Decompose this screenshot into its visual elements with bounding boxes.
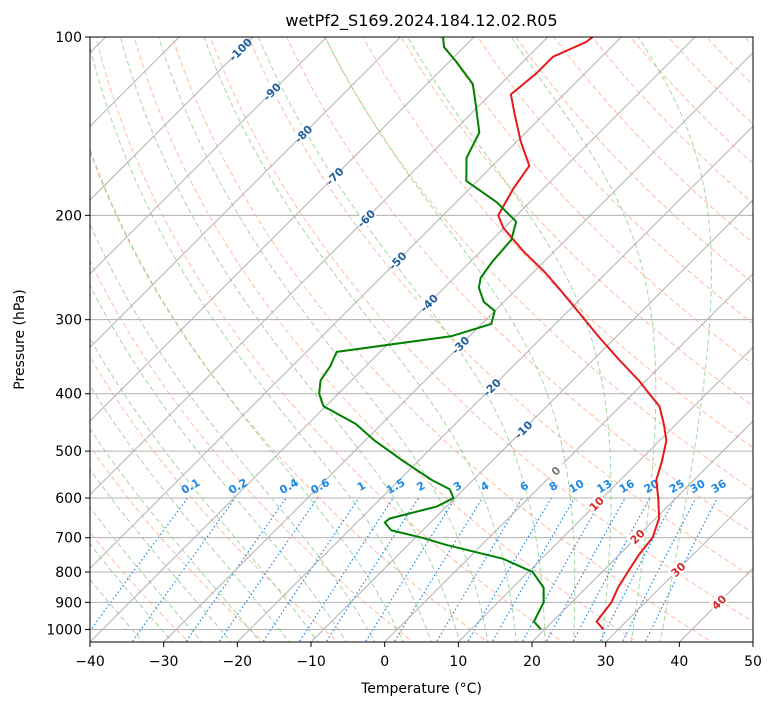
x-tick-label: −40 xyxy=(75,654,105,670)
moist-adiabat-line xyxy=(90,147,404,642)
isotherm-label-bg xyxy=(291,122,314,145)
dry-adiabat-line xyxy=(248,37,753,578)
isotherm-label-bg xyxy=(666,558,689,581)
isotherm-label-bg xyxy=(585,492,608,515)
y-tick-label: 300 xyxy=(55,313,82,329)
isotherm-line xyxy=(90,37,181,128)
dewpoint-trace xyxy=(318,37,545,631)
moist-adiabat-line xyxy=(90,384,290,642)
isotherm-line xyxy=(90,37,696,642)
isotherm-label-bg xyxy=(323,164,346,187)
mixing-ratio-line xyxy=(435,497,523,642)
sounding-traces xyxy=(318,37,668,631)
x-tick-label: 20 xyxy=(523,654,541,670)
x-tick-label: 50 xyxy=(744,654,762,670)
mixing-ratio-lines xyxy=(90,497,718,642)
isotherm-label-bg xyxy=(260,80,283,103)
dry-adiabat-line xyxy=(90,150,489,642)
mixing-ratio-line xyxy=(521,497,603,642)
chart-title: wetPf2_S169.2024.184.12.02.R05 xyxy=(285,11,557,31)
isotherm-line xyxy=(604,493,753,642)
x-tick-label: −10 xyxy=(296,654,326,670)
mixing-ratio-line xyxy=(131,497,236,642)
x-axis: −40 −30 −20 −10 0 10 20 30 40 50 xyxy=(75,642,762,670)
mixing-ratio-line xyxy=(364,497,456,642)
mixing-ratio-line xyxy=(644,497,718,642)
isotherm-line xyxy=(90,37,475,422)
isotherm-line xyxy=(90,37,549,496)
moist-adiabat-line xyxy=(90,468,232,642)
dry-adiabat-line xyxy=(362,37,753,449)
isotherm-label-bg xyxy=(544,459,567,482)
moist-adiabat-line xyxy=(90,45,432,642)
y-axis: 100 200 300 400 500 600 700 800 900 1000 xyxy=(46,30,90,638)
x-tick-label: −30 xyxy=(149,654,179,670)
isotherm-line xyxy=(90,37,402,349)
isotherm-line xyxy=(90,37,328,275)
x-tick-label: −20 xyxy=(223,654,253,670)
x-axis-title: Temperature (°C) xyxy=(360,681,482,697)
x-tick-label: 0 xyxy=(380,654,389,670)
y-tick-label: 1000 xyxy=(46,622,82,638)
mixing-ratio-line xyxy=(185,497,287,642)
y-tick-label: 700 xyxy=(55,531,82,547)
dry-adiabat-line xyxy=(438,37,753,366)
isotherm-label-bg xyxy=(417,291,440,314)
isotherm-line xyxy=(90,37,623,570)
plot-area: -100-90-80-70-60-50-40-30-20-10010203040… xyxy=(90,37,753,642)
isotherm-label-bg xyxy=(512,418,535,441)
dry-adiabat-line xyxy=(324,37,753,491)
y-tick-label: 800 xyxy=(55,565,82,581)
isotherm-label-bg xyxy=(480,376,503,399)
x-tick-label: 30 xyxy=(597,654,615,670)
y-tick-label: 900 xyxy=(55,595,82,611)
y-tick-label: 100 xyxy=(55,30,82,46)
dry-adiabat-line xyxy=(286,37,753,534)
isotherm-line xyxy=(310,199,753,642)
x-tick-label: 10 xyxy=(449,654,467,670)
isotherm-label-bg xyxy=(386,249,409,272)
temperature-trace xyxy=(497,37,668,631)
isotherm-line xyxy=(383,272,753,642)
isotherm-label-bg xyxy=(626,525,649,548)
mixing-ratio-line xyxy=(466,497,552,642)
isotherm-label-bg xyxy=(449,333,472,356)
y-tick-label: 400 xyxy=(55,387,82,403)
isotherm-label-bg xyxy=(229,38,252,61)
mixing-ratio-line xyxy=(491,497,576,642)
mixing-ratio-line xyxy=(218,497,318,642)
y-tick-label: 500 xyxy=(55,444,82,460)
moist-adiabat-line xyxy=(90,427,261,642)
y-axis-title: Pressure (hPa) xyxy=(12,289,28,389)
isotherm-label-bg xyxy=(354,207,377,230)
plot-frame xyxy=(89,36,754,643)
isotherm-line xyxy=(90,37,254,201)
mixing-ratio-line xyxy=(325,497,419,642)
y-tick-label: 200 xyxy=(55,208,82,224)
x-tick-label: 40 xyxy=(670,654,688,670)
isotherm-line xyxy=(236,125,753,642)
isotherm-line xyxy=(457,346,753,642)
dry-adiabat-line xyxy=(171,37,713,642)
y-tick-label: 600 xyxy=(55,491,82,507)
isotherm-label-bg xyxy=(707,590,730,613)
